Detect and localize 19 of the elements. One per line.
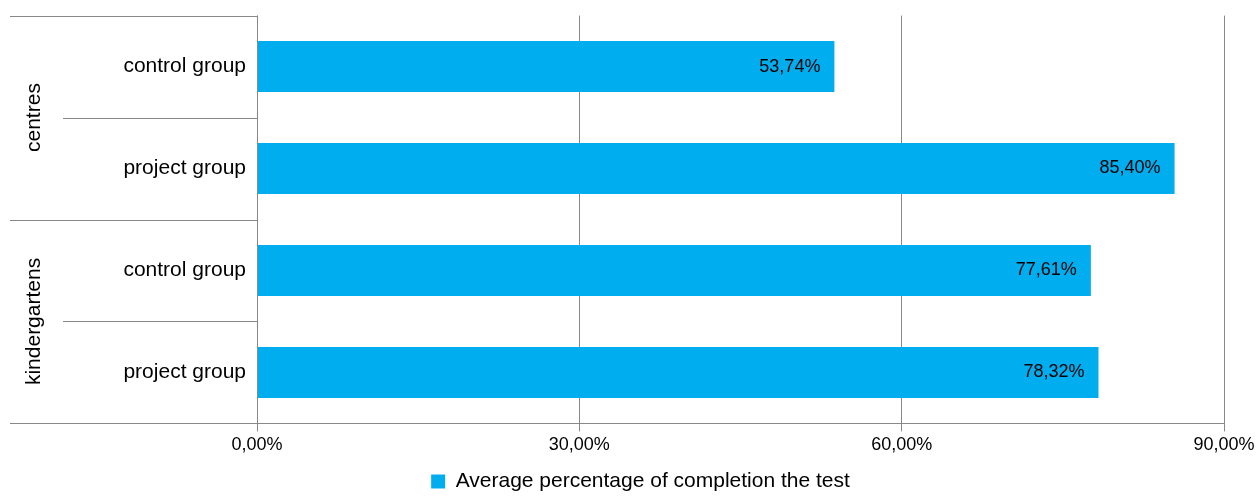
text: centres	[20, 83, 44, 152]
y-tick-label: project group	[123, 155, 246, 179]
data-label: 53,74%	[759, 55, 821, 76]
bar	[257, 41, 835, 93]
legend-label: Average percentage of completion the test	[455, 468, 851, 492]
x-tick-label: 30,00%	[548, 434, 610, 455]
y-tick-label: project group	[123, 359, 246, 383]
bar	[257, 143, 1175, 195]
text: kindergartens	[20, 257, 44, 386]
data-label: 78,32%	[1023, 361, 1085, 382]
x-tick-label: 60,00%	[871, 434, 933, 455]
bar	[257, 244, 1091, 296]
y-tick-label: control group	[123, 53, 246, 77]
x-tick-label: 0,00%	[231, 434, 283, 455]
data-label: 85,40%	[1099, 157, 1161, 178]
x-tick-label: 90,00%	[1193, 434, 1255, 455]
y-tick-label: control group	[123, 257, 246, 281]
data-label: 77,61%	[1015, 259, 1077, 280]
bar	[257, 346, 1099, 398]
